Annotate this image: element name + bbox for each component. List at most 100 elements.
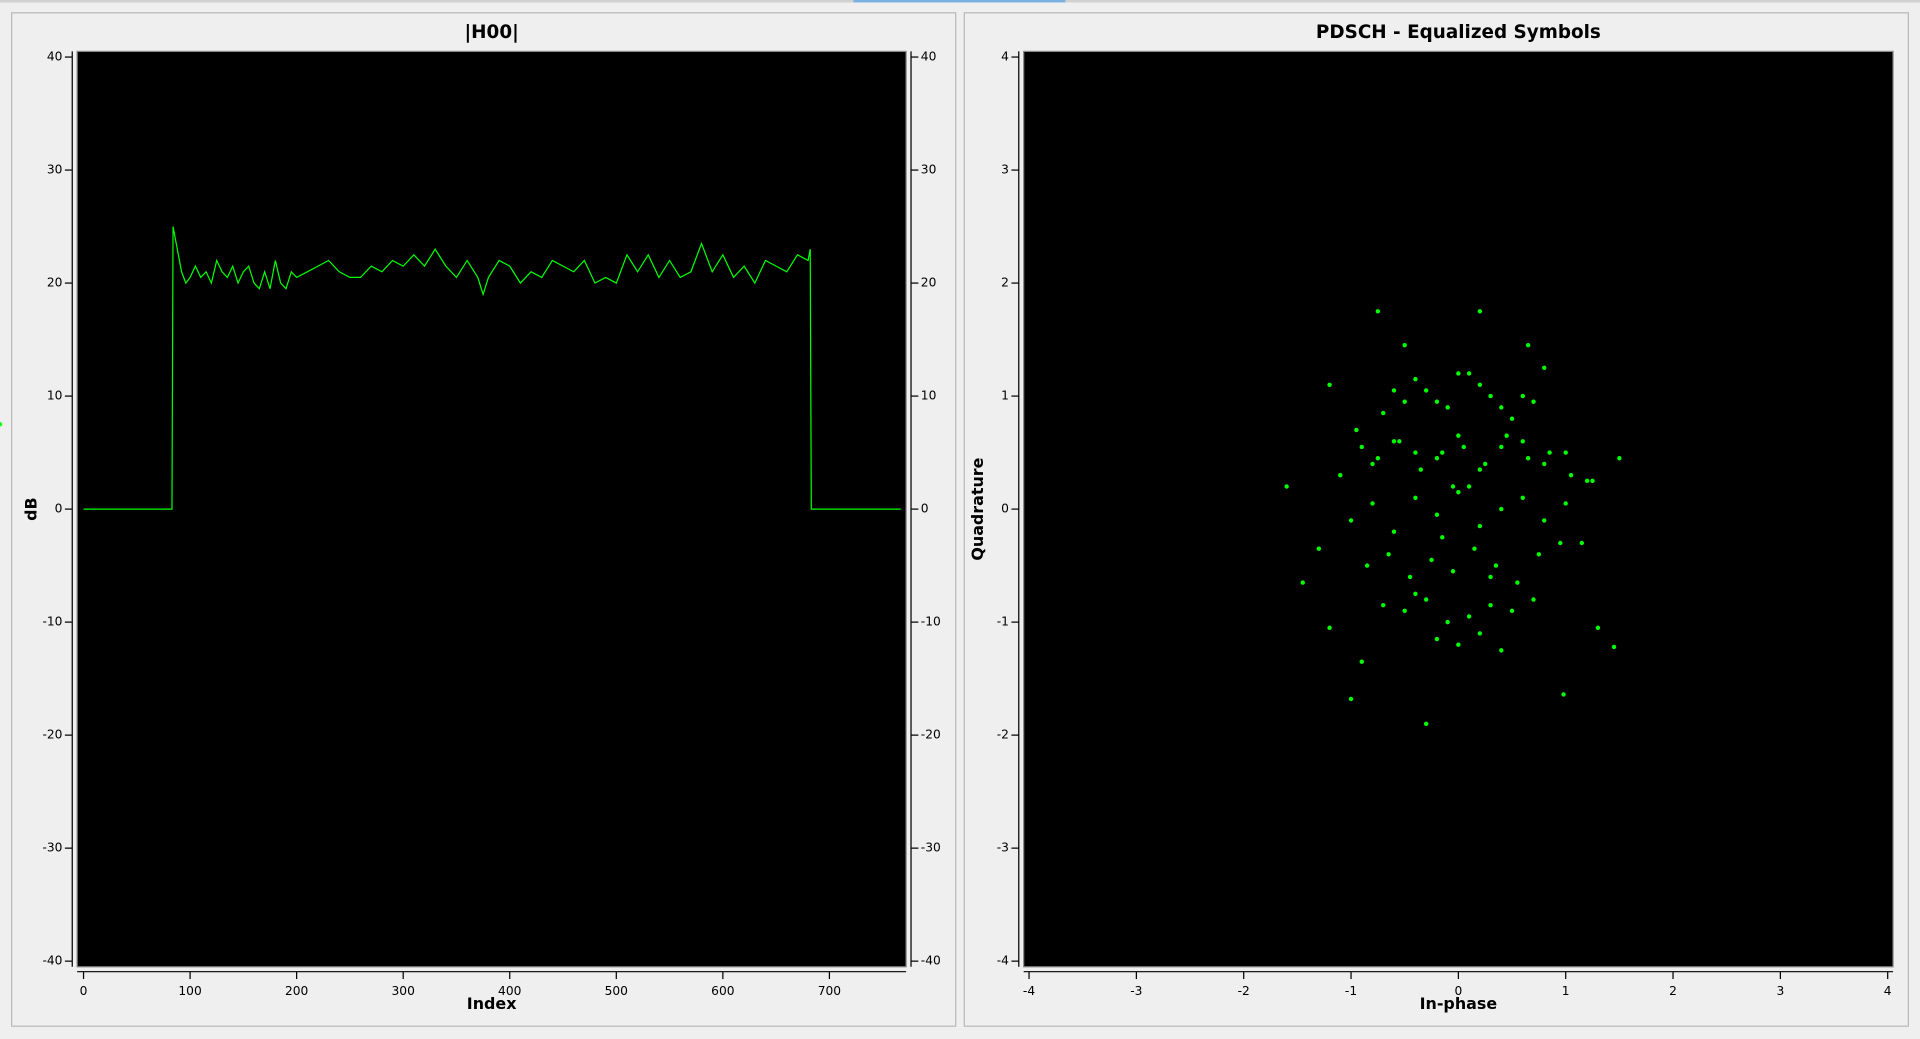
point [1590,478,1595,484]
point [1434,636,1440,642]
point [1466,484,1472,489]
point [0,422,3,427]
point [1477,309,1483,314]
point [1488,574,1493,580]
y-tick-label: -1 [997,615,1009,629]
point [1525,456,1531,461]
point [1423,597,1429,602]
y-axis-label: Quadrature [968,457,987,560]
point [1386,552,1391,557]
point [1525,343,1531,348]
point [1472,546,1477,551]
point [1450,484,1456,489]
y2-tick-label: 30 [921,163,937,177]
x-tick-label: -2 [1238,984,1250,998]
point [1338,472,1343,478]
point [1375,309,1381,314]
x-tick-label: 0 [1454,984,1462,998]
y-tick-label: 10 [47,389,63,403]
y-tick-label: 3 [1001,163,1009,177]
point [1434,456,1440,461]
point [1611,644,1617,650]
point [1461,444,1466,450]
point [1531,399,1536,404]
point [1617,456,1622,461]
point [1477,382,1483,387]
x-tick-label: 700 [818,984,841,998]
x-tick-label: 2 [1669,984,1677,998]
point [1391,388,1397,393]
point [1327,625,1332,630]
point [1568,472,1574,478]
y-tick-label: -20 [42,728,62,742]
point [1477,631,1483,636]
x-tick-label: 400 [498,984,521,998]
point [1413,495,1418,500]
x-tick-label: 300 [392,984,415,998]
point [1364,563,1370,568]
point [1515,580,1520,585]
point [1456,433,1461,438]
point [1429,557,1434,563]
y-tick-label: 2 [1001,276,1009,290]
x-tick-label: 100 [178,984,201,998]
point [1370,501,1375,506]
point [1391,529,1397,534]
point [1359,444,1364,450]
y-tick-label: -40 [42,954,62,968]
y-tick-label: -3 [997,841,1009,855]
point [1348,696,1354,702]
plot-area [1023,50,1894,968]
point [1547,450,1552,455]
point [1477,467,1483,472]
x-tick-label: -1 [1345,984,1357,998]
point [1402,343,1407,348]
point [1499,648,1504,653]
x-tick-label: 500 [605,984,628,998]
x-tick-label: 4 [1884,984,1892,998]
point [1456,642,1461,647]
point [1584,478,1590,484]
point [1381,410,1386,416]
point [1445,405,1450,410]
point [1440,450,1445,455]
plot-area [76,50,907,968]
point [1348,518,1354,523]
point [1402,399,1407,404]
x-tick-label: -4 [1023,984,1035,998]
x-tick-label: 1 [1562,984,1570,998]
x-axis-label: Index [467,994,517,1013]
x-tick-label: 0 [80,984,88,998]
point [1418,467,1424,472]
x-tick-label: 3 [1776,984,1784,998]
point [1300,580,1305,585]
x-tick-label: -3 [1130,984,1142,998]
line [83,226,901,510]
point [1413,450,1418,455]
point [1456,371,1461,376]
point [1370,461,1375,467]
y-tick-label: 1 [1001,389,1009,403]
point [1563,450,1568,455]
x-tick-label: 200 [285,984,308,998]
chart-title: PDSCH - Equalized Symbols [1316,22,1601,43]
point [1450,569,1456,574]
point [1407,574,1413,580]
point [1477,523,1483,529]
point [1456,489,1461,495]
point [1445,619,1450,625]
point [1381,602,1386,608]
y2-tick-label: -40 [921,954,941,968]
y2-tick-label: 20 [921,276,937,290]
point [1542,461,1547,467]
point [1482,461,1488,467]
point [1561,692,1566,697]
point [1284,484,1289,489]
point [1579,540,1585,546]
y-tick-label: 4 [1001,50,1009,64]
point [1423,388,1429,393]
point [1499,444,1504,450]
point [1391,439,1397,444]
y-tick-label: 0 [1001,502,1009,516]
